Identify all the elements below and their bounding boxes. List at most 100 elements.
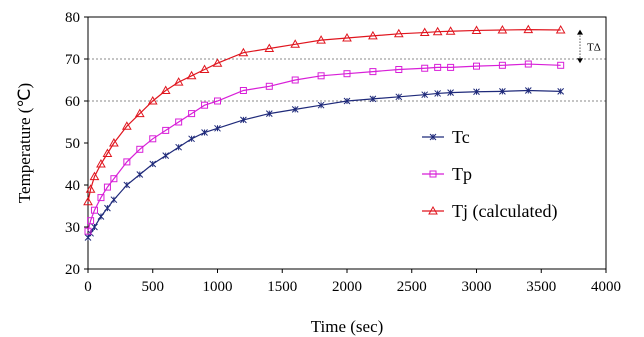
data-point-triangle bbox=[497, 25, 508, 34]
y-tick-label: 30 bbox=[65, 220, 80, 236]
data-point-star bbox=[188, 135, 195, 143]
data-point-square bbox=[395, 66, 403, 73]
data-point-triangle bbox=[419, 27, 430, 37]
data-point-star bbox=[240, 116, 247, 124]
data-point-square bbox=[291, 76, 299, 84]
legend-item: Tj (calculated) bbox=[422, 201, 557, 222]
x-tick-label: 4000 bbox=[591, 279, 621, 295]
data-point-triangle bbox=[555, 25, 566, 34]
data-point-triangle bbox=[134, 108, 145, 118]
series-tc bbox=[84, 87, 565, 241]
data-point-triangle bbox=[199, 64, 210, 73]
data-point-square bbox=[136, 145, 144, 153]
data-point-star bbox=[97, 213, 105, 220]
data-point-triangle bbox=[147, 95, 158, 105]
series-tp bbox=[84, 60, 565, 235]
x-tick-label: 2500 bbox=[397, 279, 427, 295]
data-point-triangle bbox=[83, 196, 93, 206]
data-point-triangle bbox=[316, 35, 326, 44]
series-line bbox=[87, 89, 561, 238]
data-point-triangle bbox=[186, 70, 197, 80]
data-point-triangle bbox=[121, 121, 132, 130]
data-point-square bbox=[421, 64, 429, 72]
data-point-triangle bbox=[89, 171, 100, 181]
data-point-triangle bbox=[109, 137, 119, 147]
data-point-square bbox=[369, 68, 377, 76]
data-point-square bbox=[87, 217, 95, 225]
data-point-triangle bbox=[523, 24, 534, 34]
data-point-square bbox=[110, 175, 118, 183]
x-tick-label: 0 bbox=[84, 279, 92, 295]
data-point-square bbox=[434, 63, 442, 71]
data-point-square bbox=[447, 63, 455, 71]
x-axis-ticks: 0 500 1000 1500 2000 2500 3000 3500 4000 bbox=[84, 269, 621, 295]
legend: Tc Tp Tj (calculated) bbox=[422, 127, 557, 222]
legend-label: Tj (calculated) bbox=[452, 201, 557, 222]
data-point-triangle bbox=[290, 39, 301, 48]
data-point-square bbox=[149, 135, 157, 143]
delta-label: TΔ bbox=[587, 41, 601, 53]
x-tick-label: 3000 bbox=[462, 279, 492, 295]
x-tick-label: 2000 bbox=[332, 279, 362, 295]
data-point-square bbox=[103, 183, 111, 191]
series-line bbox=[87, 28, 561, 202]
data-point-square bbox=[175, 118, 183, 126]
y-tick-label: 20 bbox=[65, 262, 80, 278]
data-point-square bbox=[188, 110, 196, 118]
data-point-star bbox=[395, 93, 403, 101]
data-point-triangle bbox=[393, 28, 404, 38]
data-point-star bbox=[473, 88, 480, 96]
data-point-square bbox=[429, 170, 437, 178]
data-point-triangle bbox=[238, 47, 249, 57]
data-point-star bbox=[123, 181, 131, 189]
data-point-star bbox=[447, 89, 454, 96]
series-line bbox=[87, 63, 561, 232]
data-point-star bbox=[110, 196, 118, 204]
data-point-star bbox=[201, 129, 208, 136]
data-point-triangle bbox=[173, 77, 184, 86]
data-point-star bbox=[434, 90, 442, 97]
data-point-square bbox=[84, 227, 92, 235]
data-point-star bbox=[175, 143, 183, 151]
y-tick-label: 60 bbox=[65, 94, 80, 110]
series-tj-calculated bbox=[83, 24, 566, 206]
data-point-square bbox=[498, 61, 506, 69]
data-point-star bbox=[291, 106, 299, 113]
legend-label: Tp bbox=[452, 164, 472, 184]
data-point-star bbox=[429, 133, 437, 141]
data-point-star bbox=[104, 204, 111, 212]
data-point-triangle bbox=[445, 26, 456, 35]
data-point-square bbox=[162, 126, 170, 134]
legend-item: Tp bbox=[422, 164, 472, 184]
data-point-square bbox=[201, 101, 209, 109]
data-point-triangle bbox=[264, 43, 275, 52]
data-point-star bbox=[149, 160, 157, 168]
data-point-triangle bbox=[96, 158, 106, 168]
data-point-star bbox=[421, 91, 429, 99]
x-tick-label: 500 bbox=[142, 279, 165, 295]
data-point-triangle bbox=[85, 184, 96, 193]
data-point-square bbox=[265, 82, 273, 90]
y-tick-label: 80 bbox=[65, 10, 80, 26]
data-point-triangle bbox=[212, 58, 223, 67]
x-tick-label: 3500 bbox=[526, 279, 556, 295]
delta-annotation: TΔ bbox=[577, 29, 601, 64]
data-point-square bbox=[123, 158, 131, 166]
x-axis-title: Time (sec) bbox=[311, 317, 384, 336]
data-point-triangle bbox=[342, 32, 352, 42]
y-tick-label: 70 bbox=[65, 52, 80, 68]
data-point-star bbox=[91, 223, 98, 231]
data-point-square bbox=[317, 72, 325, 80]
data-point-triangle bbox=[368, 30, 378, 40]
data-point-triangle bbox=[160, 85, 171, 94]
data-point-triangle bbox=[428, 205, 438, 215]
data-point-square bbox=[239, 87, 247, 94]
arrow-head-up bbox=[577, 29, 583, 35]
data-point-square bbox=[524, 60, 532, 68]
y-axis-title: Temperature (℃) bbox=[15, 83, 34, 203]
data-point-star bbox=[343, 97, 351, 105]
data-point-star bbox=[162, 152, 170, 159]
data-point-star bbox=[214, 124, 221, 132]
data-point-star bbox=[557, 87, 565, 95]
